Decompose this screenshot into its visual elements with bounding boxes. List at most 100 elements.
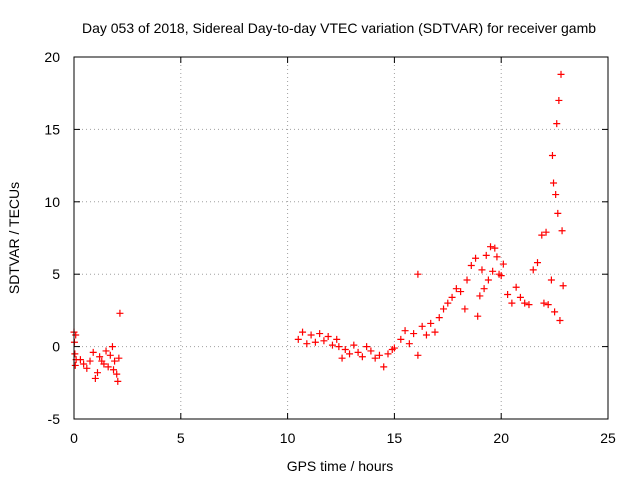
data-point bbox=[397, 335, 405, 343]
x-tick-label: 10 bbox=[280, 430, 296, 446]
data-point bbox=[555, 96, 563, 104]
data-point bbox=[448, 293, 456, 301]
data-point bbox=[414, 270, 422, 278]
data-point bbox=[521, 299, 529, 307]
data-point bbox=[110, 366, 118, 374]
data-point bbox=[414, 351, 422, 359]
data-point bbox=[346, 350, 354, 358]
data-point bbox=[405, 340, 413, 348]
x-tick-label: 20 bbox=[493, 430, 509, 446]
y-tick-label: 20 bbox=[44, 49, 60, 65]
data-point bbox=[102, 347, 110, 355]
data-point bbox=[80, 360, 88, 368]
data-point bbox=[493, 253, 501, 261]
data-point bbox=[478, 266, 486, 274]
data-point bbox=[335, 343, 343, 351]
data-point bbox=[504, 290, 512, 298]
data-point bbox=[559, 282, 567, 290]
data-point bbox=[529, 266, 537, 274]
data-point bbox=[384, 350, 392, 358]
data-point bbox=[435, 314, 443, 322]
data-point bbox=[452, 285, 460, 293]
data-point bbox=[324, 332, 332, 340]
data-point bbox=[461, 305, 469, 313]
x-axis-label: GPS time / hours bbox=[287, 458, 394, 474]
data-point bbox=[113, 370, 121, 378]
data-point bbox=[341, 345, 349, 353]
data-point bbox=[316, 330, 324, 338]
data-point bbox=[508, 299, 516, 307]
data-point bbox=[350, 341, 358, 349]
data-point bbox=[71, 361, 79, 369]
data-point bbox=[491, 244, 499, 252]
data-point bbox=[93, 369, 101, 377]
data-point bbox=[427, 319, 435, 327]
data-point bbox=[557, 70, 565, 78]
data-point bbox=[540, 299, 548, 307]
data-point bbox=[534, 259, 542, 267]
data-point bbox=[474, 312, 482, 320]
plot-frame bbox=[73, 56, 609, 420]
data-point bbox=[311, 338, 319, 346]
data-point bbox=[444, 299, 452, 307]
data-point bbox=[410, 330, 418, 338]
data-point bbox=[553, 120, 561, 128]
data-point bbox=[115, 354, 123, 362]
x-tick-label: 5 bbox=[177, 430, 185, 446]
data-point bbox=[71, 350, 79, 358]
axis-ticks: 0 5 10 15 20 25 -5 0 5 10 15 20 bbox=[44, 49, 616, 446]
data-point bbox=[550, 179, 558, 187]
data-point bbox=[551, 308, 559, 316]
chart-title: Day 053 of 2018, Sidereal Day-to-day VTE… bbox=[82, 20, 596, 36]
data-point bbox=[371, 354, 379, 362]
data-point bbox=[104, 363, 112, 371]
data-point bbox=[328, 341, 336, 349]
data-point bbox=[320, 337, 328, 345]
data-point bbox=[86, 357, 94, 365]
data-point bbox=[367, 347, 375, 355]
data-point bbox=[487, 243, 495, 251]
y-tick-label: 5 bbox=[52, 266, 60, 282]
data-point bbox=[476, 292, 484, 300]
data-point bbox=[111, 357, 119, 365]
x-tick-label: 25 bbox=[600, 430, 616, 446]
data-point bbox=[556, 317, 564, 325]
data-point bbox=[390, 344, 398, 352]
data-point bbox=[72, 331, 80, 339]
data-point bbox=[100, 360, 108, 368]
data-point bbox=[76, 356, 84, 364]
data-point bbox=[558, 227, 566, 235]
data-point bbox=[440, 305, 448, 313]
data-point bbox=[512, 283, 520, 291]
data-point bbox=[375, 351, 383, 359]
data-point bbox=[548, 151, 556, 159]
data-point bbox=[544, 301, 552, 309]
data-point bbox=[333, 335, 341, 343]
y-tick-label: -5 bbox=[48, 411, 61, 427]
data-point bbox=[106, 351, 114, 359]
data-point bbox=[457, 288, 465, 296]
data-point bbox=[467, 262, 475, 270]
data-point bbox=[422, 331, 430, 339]
data-point bbox=[89, 348, 97, 356]
y-tick-label: 10 bbox=[44, 194, 60, 210]
data-point bbox=[307, 331, 315, 339]
data-point bbox=[525, 301, 533, 309]
data-point bbox=[431, 328, 439, 336]
grid-lines bbox=[74, 57, 608, 419]
data-point bbox=[542, 228, 550, 236]
data-point bbox=[294, 335, 302, 343]
data-point bbox=[482, 251, 490, 259]
data-point bbox=[380, 363, 388, 371]
data-points bbox=[70, 70, 567, 385]
data-point bbox=[83, 364, 91, 372]
data-point bbox=[538, 231, 546, 239]
data-point bbox=[363, 343, 371, 351]
data-point bbox=[114, 377, 122, 385]
data-point bbox=[96, 353, 104, 361]
data-point bbox=[552, 191, 560, 199]
data-point bbox=[303, 340, 311, 348]
data-point bbox=[472, 254, 480, 262]
data-point bbox=[497, 272, 505, 280]
